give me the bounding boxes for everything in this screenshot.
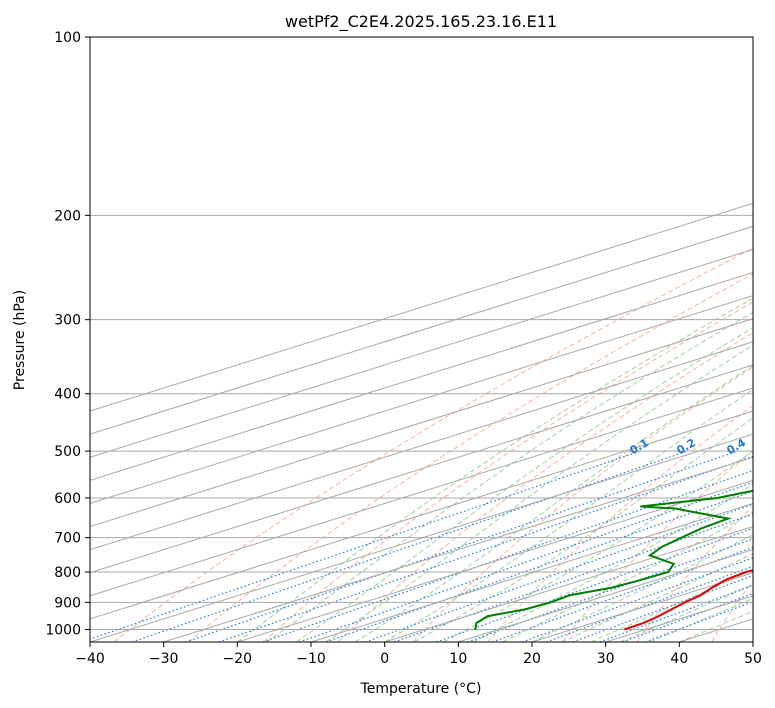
dewpoint-line [474,489,753,630]
x-axis-ticks: −40 −30 −20 −10 0 10 20 30 40 50 [75,642,762,667]
y-tick-label: 700 [54,531,81,547]
y-axis-label: Pressure (hPa) [12,290,28,390]
isotherm-line [384,526,753,642]
x-axis-label: Temperature (°C) [360,681,482,697]
x-tick-label: 0 [380,651,389,667]
y-tick-label: 400 [54,387,81,403]
x-tick-label: −30 [149,651,179,667]
isotherm-line [90,225,753,435]
moist-adiabat-line [295,327,753,642]
isotherm-line [90,202,753,412]
mixing-ratio-line [218,455,753,642]
isotherm-line [310,502,753,642]
y-tick-label: 1000 [45,622,81,638]
y-tick-label: 300 [54,313,81,329]
x-tick-label: 30 [597,651,615,667]
mixing-ratio-line [521,557,753,642]
dry-adiabat-line [113,247,753,642]
y-tick-label: 500 [54,444,81,460]
y-tick-label: 100 [54,30,81,46]
mixing-ratio-line [90,450,641,640]
moist-adiabat-line [531,534,753,642]
x-tick-label: −20 [223,651,253,667]
isotherm-line [90,410,753,620]
mixing-ratio-line [436,527,753,642]
isotherm-line [90,271,753,481]
moist-adiabat-line [325,344,753,642]
background-lines [90,37,753,642]
dry-adiabat-line [263,301,753,642]
mixing-ratio-line [393,513,753,642]
isotherm-line [163,456,753,642]
mixing-ratio-line [131,450,688,642]
isotherm-line [90,318,753,528]
mixing-ratio-line [546,565,753,642]
y-axis-ticks: 100 200 300 400 500 600 700 800 900 1000 [45,30,90,638]
dry-adiabat-line [337,332,753,642]
mixing-ratio-line [299,481,753,642]
x-tick-label: −40 [75,651,105,667]
isotherm-line [90,364,753,574]
y-tick-label: 900 [54,595,81,611]
x-tick-label: −10 [296,651,326,667]
y-tick-label: 200 [54,208,81,224]
x-tick-label: 40 [670,651,688,667]
x-tick-label: 10 [449,651,467,667]
plot-area [90,37,753,642]
isotherm-line [90,248,753,458]
moist-adiabat-line [649,597,753,642]
dry-adiabat-line [487,404,753,642]
x-tick-label: 20 [523,651,541,667]
isotherms [90,202,753,642]
mixing-ratio-line [365,503,753,642]
isotherm-line [90,433,753,642]
isotherm-line [237,479,753,642]
dry-adiabat-line [188,273,753,642]
chart-title: wetPf2_C2E4.2025.165.23.16.E11 [285,12,557,32]
x-tick-label: 50 [744,651,762,667]
isobars [90,37,753,630]
isotherm-line [90,341,753,551]
moist-adiabat-line [384,388,753,642]
temperature-line [624,569,753,631]
plot-frame [89,36,754,643]
y-tick-label: 800 [54,565,81,581]
isotherm-line [90,387,753,597]
moist-adiabat-line [620,584,753,642]
profiles [474,489,753,631]
isotherm-line [90,295,753,504]
y-tick-label: 600 [54,491,81,507]
